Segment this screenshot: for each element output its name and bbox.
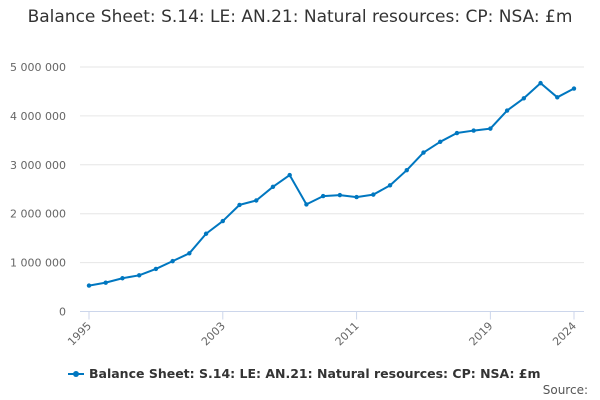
y-tick-label: 4 000 000 [10, 110, 66, 123]
x-tick-label: 2003 [199, 319, 228, 348]
data-point [120, 276, 125, 281]
data-point [387, 183, 393, 188]
x-tick-label: 2011 [333, 319, 362, 348]
x-tick-label: 2019 [467, 319, 496, 348]
data-point [153, 266, 159, 272]
data-point [571, 86, 577, 91]
data-point [471, 128, 476, 133]
legend[interactable]: Balance Sheet: S.14: LE: AN.21: Natural … [68, 366, 541, 381]
data-point [170, 258, 175, 264]
x-tick-label: 2024 [550, 319, 579, 348]
y-tick-label: 2 000 000 [10, 208, 66, 221]
data-point [304, 202, 309, 207]
data-point [354, 194, 359, 200]
data-point [136, 273, 142, 278]
data-point [287, 172, 292, 178]
data-point [521, 96, 527, 101]
series-line [88, 82, 575, 287]
y-tick-label: 0 [59, 306, 66, 319]
data-point [504, 108, 510, 113]
data-point [187, 251, 192, 256]
legend-label: Balance Sheet: S.14: LE: AN.21: Natural … [89, 366, 541, 381]
data-point [270, 184, 276, 190]
data-point [254, 198, 259, 203]
data-point [337, 192, 343, 198]
legend-swatch [68, 370, 84, 377]
data-point [86, 283, 92, 288]
y-tick-label: 3 000 000 [10, 159, 66, 172]
data-point [237, 202, 242, 208]
data-point [103, 280, 108, 285]
data-point [220, 218, 225, 224]
data-point [404, 167, 409, 173]
data-point [421, 150, 426, 155]
data-point [454, 130, 460, 136]
data-point [438, 139, 443, 145]
data-point [320, 193, 326, 199]
source-label: Source: [542, 383, 588, 397]
data-point [555, 95, 560, 100]
data-point [203, 231, 209, 236]
y-tick-label: 5 000 000 [10, 61, 66, 74]
y-tick-label: 1 000 000 [10, 257, 66, 270]
data-point [371, 192, 376, 197]
data-point [538, 80, 543, 86]
chart-title: Balance Sheet: S.14: LE: AN.21: Natural … [27, 7, 573, 27]
data-point [488, 126, 493, 131]
x-tick-label: 1995 [65, 319, 94, 348]
